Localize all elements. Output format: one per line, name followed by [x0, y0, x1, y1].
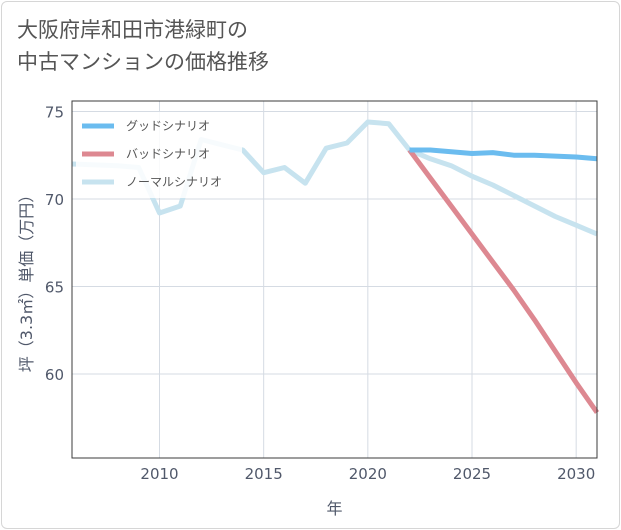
title-line-2: 中古マンションの価格推移 [17, 50, 269, 74]
axis-ticks: 2010 2015 2020 2025 2030 60 65 70 75 [45, 104, 595, 484]
x-tick-label: 2010 [140, 465, 178, 483]
legend-label-1: バッドシナリオ [126, 147, 210, 161]
series-line-2 [71, 119, 598, 237]
chart-title: 大阪府岸和田市港緑町の 中古マンションの価格推移 [17, 14, 577, 78]
y-tick-label: 65 [45, 279, 64, 297]
legend-label-2: ノーマルシナリオ [126, 175, 222, 189]
series-lines [71, 119, 600, 414]
plot-frame [71, 100, 598, 459]
series-line-0 [409, 147, 598, 162]
grid-lines [72, 101, 597, 458]
legend-label-0: グッドシナリオ [126, 119, 210, 133]
x-tick-label: 2030 [557, 465, 595, 483]
y-axis-label: 坪（3.3㎡）単価（万円） [17, 187, 36, 372]
y-tick-label: 75 [45, 104, 64, 122]
title-line-1: 大阪府岸和田市港緑町の [17, 18, 248, 42]
y-tick-label: 60 [45, 366, 64, 384]
y-tick-label: 70 [45, 191, 64, 209]
x-axis-label: 年 [326, 499, 342, 518]
x-tick-label: 2020 [349, 465, 387, 483]
series-line-1 [407, 148, 600, 414]
x-tick-label: 2015 [245, 465, 283, 483]
x-tick-label: 2025 [453, 465, 491, 483]
